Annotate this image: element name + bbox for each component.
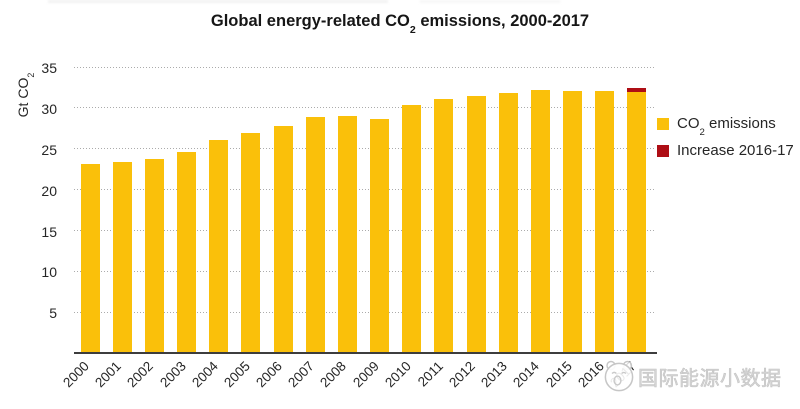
gridline-15 — [74, 230, 654, 231]
gridline-20 — [74, 189, 654, 191]
y-tick-label-20: 20 — [41, 182, 57, 199]
y-tick-label-35: 35 — [41, 60, 57, 77]
bar-2004 — [209, 140, 229, 353]
legend-label-increase: Increase 2016-17 — [677, 142, 794, 159]
x-axis-line — [74, 352, 657, 354]
y-tick-label-5: 5 — [49, 305, 57, 322]
bar-2005 — [241, 132, 261, 353]
gridline-25 — [74, 148, 654, 150]
bar-2013 — [498, 92, 518, 353]
bar-2014 — [530, 90, 550, 353]
y-tick-label-15: 15 — [41, 223, 57, 240]
gridline-35 — [74, 66, 654, 68]
cropped-text-artifact — [420, 0, 560, 3]
gridline-5 — [74, 311, 654, 313]
legend: CO2 emissions Increase 2016-17 — [657, 114, 794, 168]
y-tick-label-10: 10 — [41, 264, 57, 281]
panda-face-logo-icon — [604, 360, 634, 392]
bar-2000 — [80, 163, 100, 353]
bar-2012 — [466, 96, 486, 353]
gridline-30 — [74, 107, 654, 109]
increase-swatch-icon — [657, 144, 669, 157]
chart-title: Global energy-related CO2 emissions, 200… — [210, 12, 590, 37]
bar-2017-increase — [627, 87, 647, 92]
bar-2001 — [112, 162, 132, 353]
watermark-text: 国际能源小数据 — [638, 367, 782, 390]
legend-label-co2-emissions: CO2 emissions — [677, 115, 776, 138]
gridline-10 — [74, 270, 654, 272]
legend-item-increase: Increase 2016-17 — [657, 141, 794, 160]
bar-2011 — [434, 98, 454, 353]
bar-2009 — [370, 118, 390, 353]
bar-2006 — [273, 126, 293, 353]
bar-2017 — [627, 91, 647, 353]
co2-emissions-swatch-icon — [657, 117, 669, 130]
bar-2002 — [144, 158, 164, 353]
bar-2015 — [563, 91, 583, 353]
bar-2016 — [595, 91, 615, 353]
bar-2007 — [305, 117, 325, 353]
watermark: 国际能源小数据 — [602, 359, 782, 393]
bar-2010 — [402, 105, 422, 353]
y-tick-label-25: 25 — [41, 141, 57, 158]
bar-2008 — [337, 115, 357, 353]
cropped-text-artifact — [48, 0, 388, 3]
legend-item-co2-emissions: CO2 emissions — [657, 114, 794, 138]
bar-2003 — [177, 151, 197, 353]
y-tick-label-30: 30 — [41, 100, 57, 117]
